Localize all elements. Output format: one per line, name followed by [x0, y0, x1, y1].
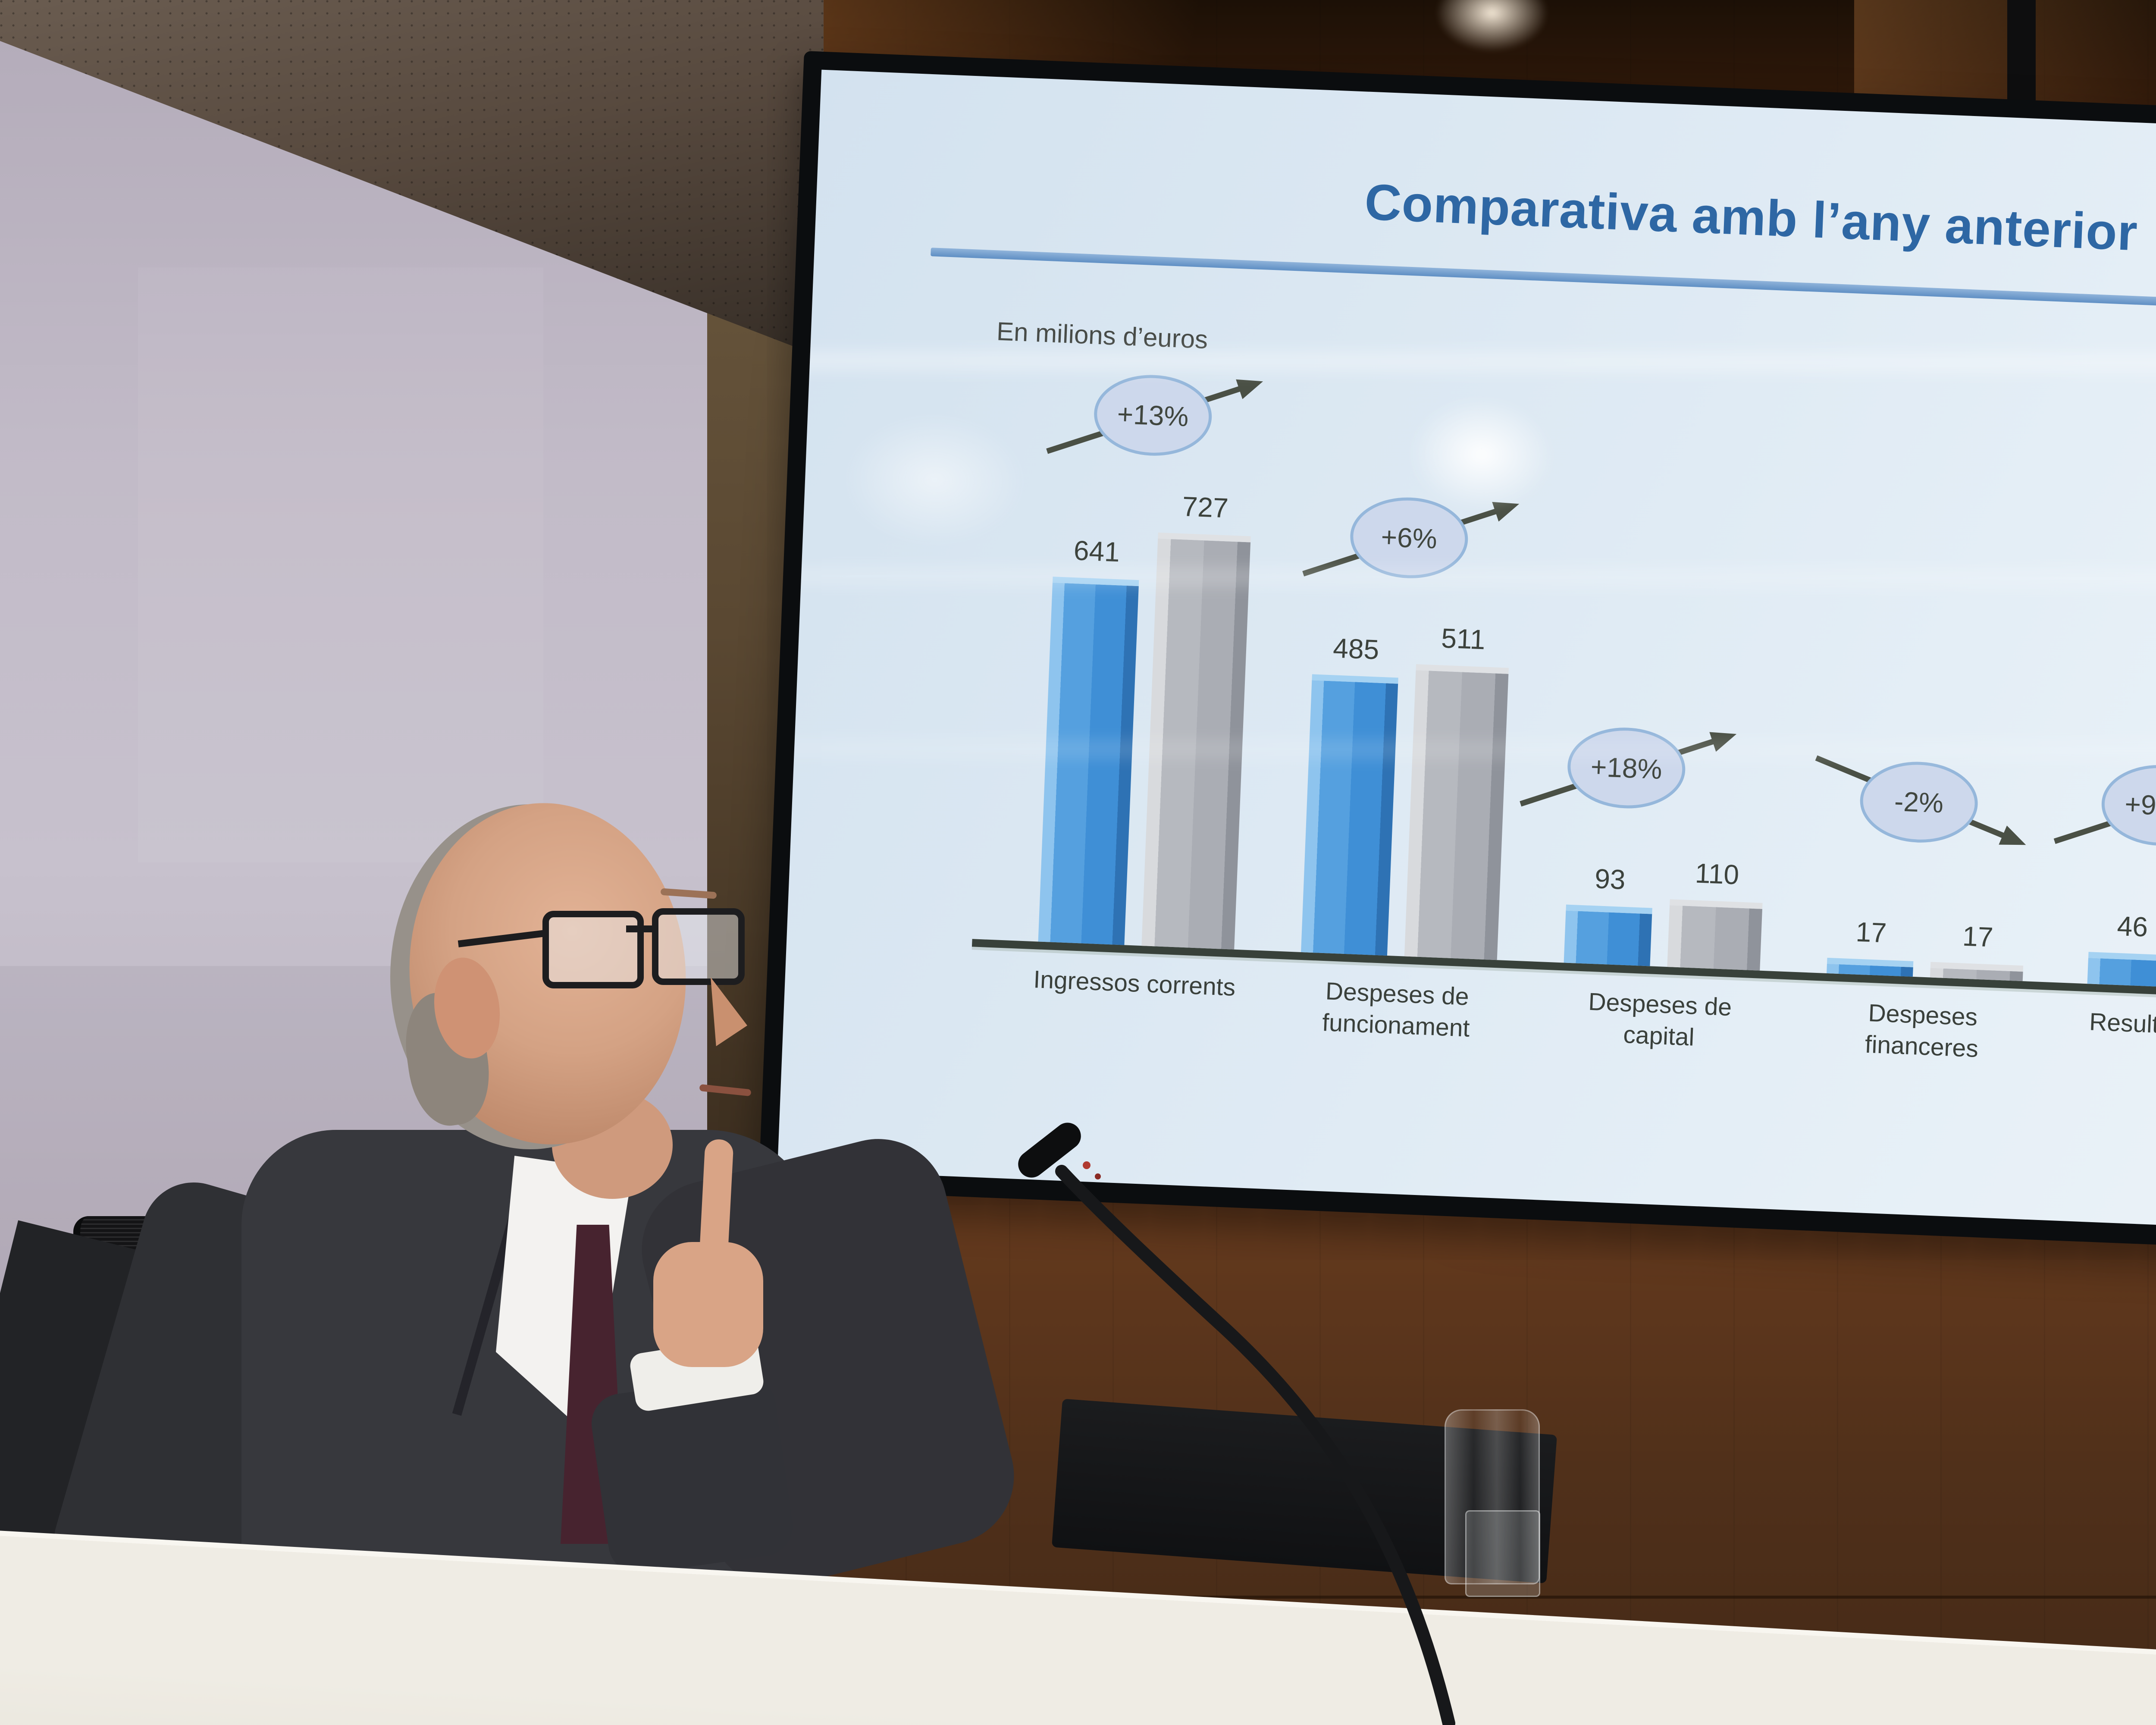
- presentation-slide: Comparativa amb l’any anterior En milion…: [777, 70, 2156, 1245]
- trend-up-arrow-icon: [1046, 375, 1263, 456]
- wall-light-patch: [138, 267, 543, 862]
- tv-frame: Comparativa amb l’any anterior En milion…: [758, 51, 2156, 1265]
- wood-panel-seam: [802, 1596, 2156, 1599]
- trend-up-arrow-icon: [1302, 497, 1520, 578]
- trend-up-arrow-icon: [2053, 765, 2156, 846]
- change-bubble-minus2: -2%: [1804, 727, 2034, 878]
- change-bubble-plus6: +6%: [1294, 462, 1524, 614]
- trend-up-arrow-icon: [1520, 728, 1737, 809]
- change-bubble-plus18: +18%: [1511, 693, 1741, 844]
- change-bubble-plus91: +91%: [2046, 730, 2156, 881]
- tv-screen: Comparativa amb l’any anterior En milion…: [777, 69, 2156, 1245]
- glasses-left-lens: [542, 911, 644, 988]
- water-glass: [1465, 1510, 1540, 1597]
- glasses-right-lens: [652, 908, 745, 985]
- trend-down-arrow-icon: [1815, 755, 2026, 845]
- water-carafe: [1445, 1409, 1540, 1584]
- change-bubble-plus13: +13%: [1038, 340, 1268, 491]
- glasses-bridge: [626, 925, 656, 932]
